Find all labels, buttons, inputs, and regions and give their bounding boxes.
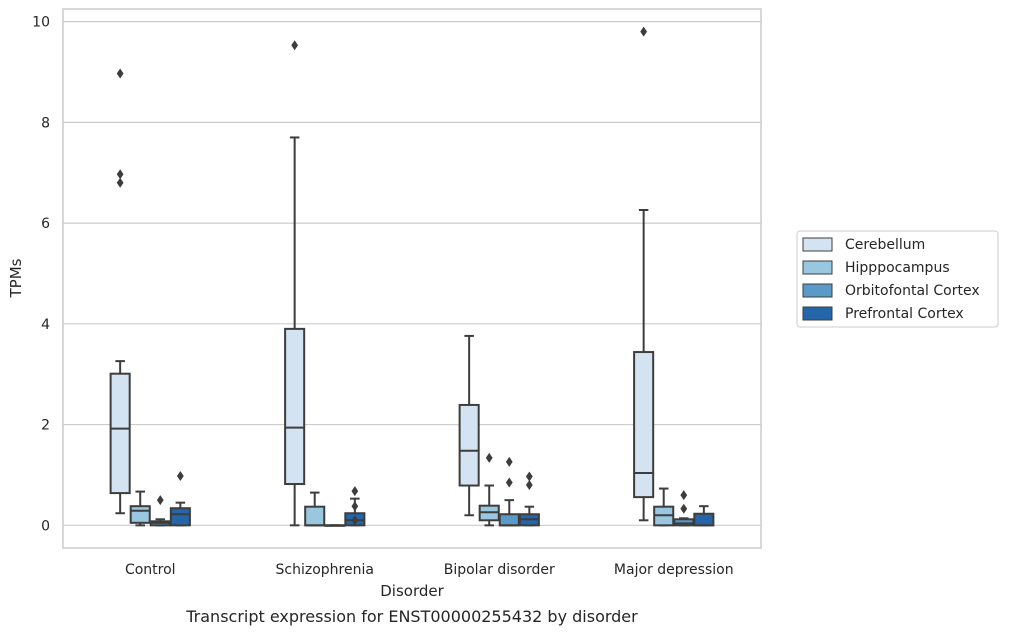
y-tick-label: 6	[41, 216, 50, 232]
box	[324, 524, 346, 527]
legend-swatch	[802, 283, 833, 298]
box	[633, 26, 655, 522]
outlier-point	[116, 169, 124, 180]
legend-frame	[796, 230, 999, 328]
box	[518, 471, 540, 527]
x-tick-label: Major depression	[614, 562, 734, 578]
box	[109, 68, 131, 515]
outlier-point	[116, 68, 124, 79]
legend-label: Hipppocampus	[845, 260, 950, 276]
box-series	[109, 26, 715, 527]
outlier-point	[505, 456, 513, 467]
chart-caption: Transcript expression for ENST0000025543…	[185, 607, 638, 626]
outlier-point	[351, 515, 359, 526]
box-iqr	[673, 518, 695, 527]
outlier-point	[680, 503, 688, 514]
box-iqr	[109, 372, 131, 495]
box	[653, 487, 675, 527]
legend-label: Cerebellum	[845, 237, 925, 253]
box-iqr	[458, 403, 480, 487]
box	[344, 486, 366, 527]
legend-label: Orbitofontal Cortex	[845, 283, 980, 299]
outlier-point	[116, 177, 124, 188]
plot-frame	[62, 8, 762, 549]
box-iqr	[693, 512, 715, 527]
y-tick-label: 0	[41, 518, 50, 534]
y-axis-label: TPMs	[7, 258, 25, 298]
outlier-point	[525, 480, 533, 491]
x-axis-ticks: Control Schizophrenia Bipolar disorder Majo…	[125, 562, 734, 578]
outlier-point	[485, 452, 493, 463]
legend-swatch	[802, 237, 833, 252]
box	[304, 491, 326, 527]
outlier-point	[525, 471, 533, 482]
box-iqr	[169, 507, 191, 527]
legend-label: Prefrontal Cortex	[845, 306, 964, 322]
legend-swatch	[802, 306, 833, 321]
x-tick-label: Control	[125, 562, 176, 578]
box	[498, 456, 520, 527]
y-tick-label: 10	[32, 15, 50, 31]
box	[149, 495, 171, 527]
box	[673, 490, 695, 527]
x-tick-label: Schizophrenia	[276, 562, 374, 578]
box-iqr	[284, 327, 306, 486]
grid-lines	[63, 20, 761, 526]
box	[693, 505, 715, 527]
box	[478, 452, 500, 527]
x-tick-label: Bipolar disorder	[444, 562, 555, 578]
legend: Cerebellum Hipppocampus Orbitofontal Corte…	[796, 230, 999, 328]
y-tick-label: 2	[41, 418, 50, 434]
legend-swatch	[802, 260, 833, 275]
outlier-point	[640, 26, 648, 37]
box	[169, 470, 191, 527]
box-iqr	[633, 351, 655, 499]
outlier-point	[351, 486, 359, 497]
outlier-point	[351, 501, 359, 512]
x-axis-label: Disorder	[380, 582, 444, 600]
box-iqr	[304, 505, 326, 527]
outlier-point	[176, 470, 184, 481]
outlier-point	[680, 490, 688, 501]
y-tick-label: 8	[41, 115, 50, 131]
outlier-point	[505, 477, 513, 488]
y-tick-label: 4	[41, 317, 50, 333]
outlier-point	[291, 40, 299, 51]
box-iqr	[498, 513, 520, 527]
outlier-point	[156, 495, 164, 506]
box	[284, 40, 306, 527]
box-iqr	[129, 505, 151, 524]
box	[458, 334, 480, 517]
box	[129, 490, 151, 527]
y-axis-ticks: 0 2 4 6 8 10	[32, 15, 50, 535]
